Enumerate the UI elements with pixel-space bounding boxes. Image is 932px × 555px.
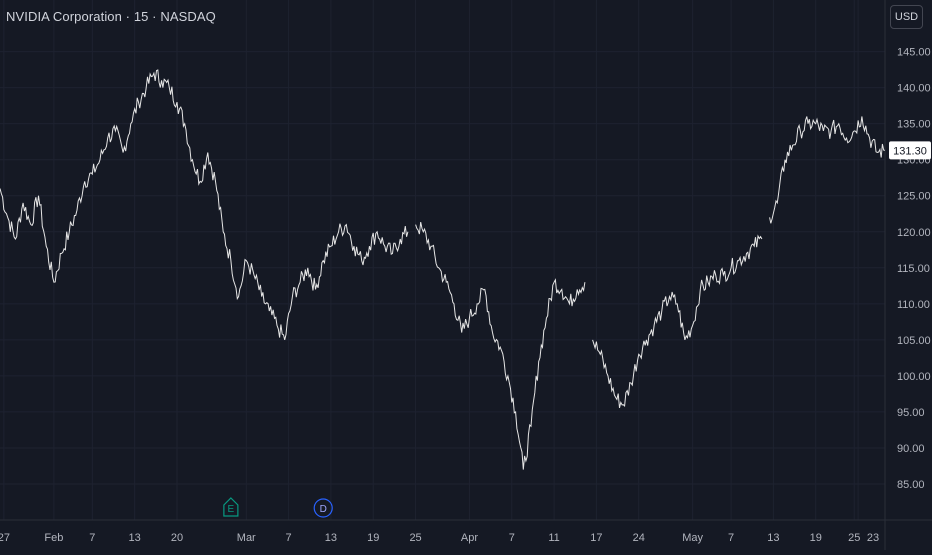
last-price-tag: [889, 141, 931, 160]
x-tick-label: May: [682, 532, 703, 544]
y-tick-label: 100.00: [897, 371, 931, 383]
x-tick-label: 13: [325, 532, 337, 544]
y-tick-label: 135.00: [897, 119, 931, 131]
earnings-event-icon[interactable]: [223, 497, 239, 517]
x-tick-label: 27: [0, 532, 10, 544]
x-tick-label: 19: [367, 532, 379, 544]
dividend-event-label: D: [320, 504, 327, 515]
x-tick-label: Apr: [461, 532, 478, 544]
x-tick-label: 25: [848, 532, 860, 544]
x-tick-label: 25: [409, 532, 421, 544]
currency-button[interactable]: USD: [890, 5, 923, 29]
price-line-segment: [0, 69, 409, 341]
x-tick-label: 7: [509, 532, 515, 544]
y-tick-label: 110.00: [897, 299, 930, 311]
price-line-segment: [769, 116, 886, 224]
x-tick-label: 7: [728, 532, 734, 544]
x-tick-label: 20: [171, 532, 183, 544]
x-tick-label: 23: [867, 532, 879, 544]
last-price-label: 131.30: [893, 145, 927, 157]
earnings-event-label: E: [228, 504, 235, 515]
dividend-event-icon[interactable]: [313, 498, 333, 518]
y-tick-label: 105.00: [897, 335, 931, 347]
symbol-title: NVIDIA Corporation · 15 · NASDAQ: [6, 9, 216, 24]
x-tick-label: Feb: [44, 532, 63, 544]
x-tick-label: 19: [810, 532, 822, 544]
y-tick-label: 125.00: [897, 191, 931, 203]
x-tick-label: 17: [590, 532, 602, 544]
y-tick-label: 90.00: [897, 443, 925, 455]
x-tick-label: 13: [129, 532, 141, 544]
y-tick-label: 145.00: [897, 47, 931, 59]
y-tick-label: 85.00: [897, 479, 925, 491]
y-tick-label: 120.00: [897, 227, 931, 239]
x-tick-label: 13: [767, 532, 779, 544]
x-tick-label: 11: [548, 532, 559, 544]
y-tick-label: 115.00: [897, 263, 930, 275]
y-tick-label: 140.00: [897, 83, 931, 95]
x-tick-label: Mar: [237, 532, 256, 544]
price-line-segment: [592, 234, 763, 409]
x-tick-label: 24: [633, 532, 645, 544]
y-tick-label: 95.00: [897, 407, 925, 419]
x-tick-label: 7: [89, 532, 95, 544]
price-line-segment: [415, 222, 586, 470]
x-tick-label: 7: [286, 532, 292, 544]
